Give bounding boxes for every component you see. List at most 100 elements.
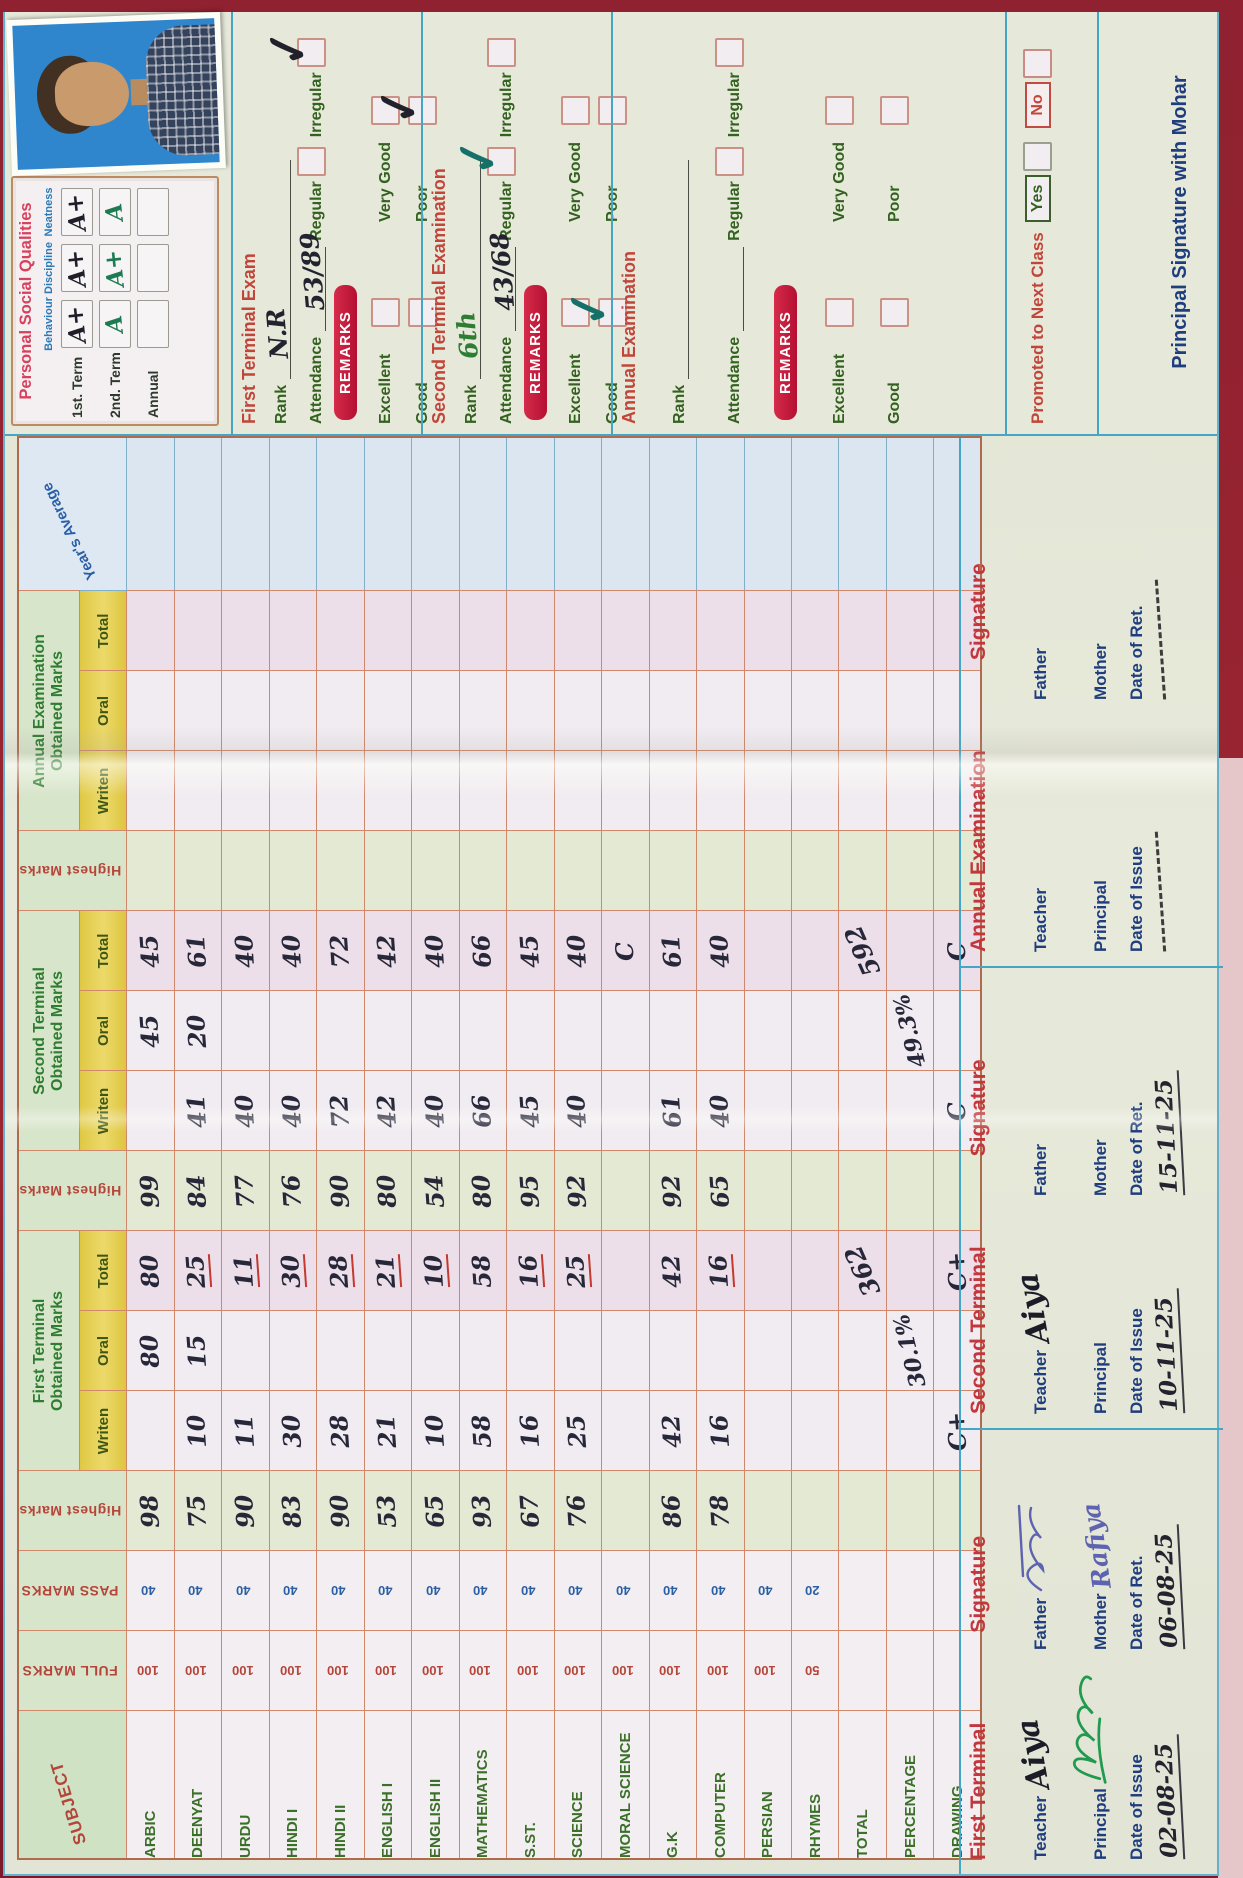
good-checkbox <box>880 298 909 327</box>
irregular-checkbox <box>487 38 516 68</box>
very-good-checkbox <box>371 96 400 125</box>
highest-marks-header-1: Highest Marks <box>18 1471 127 1551</box>
cell-at-8 <box>506 590 555 671</box>
cell-h3-1 <box>174 830 222 911</box>
cell-so-9 <box>554 990 602 1071</box>
cell-fw-1: 10 <box>174 1391 222 1471</box>
cell-sw-4: 72 <box>316 1070 365 1151</box>
date-of-ret-label: Date of Ret. <box>1127 605 1146 700</box>
date-of-issue-label: Date of Issue <box>1127 1754 1146 1860</box>
cell-h2-12: 65 <box>696 1150 744 1231</box>
cell-pm-9: 40 <box>554 1551 602 1631</box>
first-terminal-group-header: First Terminal Obtained Marks <box>18 1230 80 1471</box>
cell-fw-7: 58 <box>459 1391 507 1471</box>
marks-table-body: ARBIC 100 40 98 80 80 99 45 45 DEENYAT 100 40 75 10 15… <box>126 436 982 1859</box>
cell-sw-7: 66 <box>459 1070 507 1151</box>
cell-ft-14 <box>791 1230 839 1311</box>
table-row: PERSIAN 100 40 <box>744 436 792 1859</box>
cell-s-6: ENGLISH II <box>411 1711 460 1859</box>
student-photo <box>6 11 226 177</box>
cell-h2-9: 92 <box>554 1150 602 1231</box>
second-terminal-group-header: Second Terminal Obtained Marks <box>18 910 80 1151</box>
table-row: DEENYAT 100 40 75 10 15 25 84 41 20 61 <box>174 436 222 1859</box>
cell-fm-13: 100 <box>744 1631 792 1711</box>
cell-ft-11: 42 <box>649 1230 697 1311</box>
excellent-label: Excellent <box>566 353 584 424</box>
psq-row-label: Annual <box>145 370 161 418</box>
cell-ya-4 <box>316 436 365 591</box>
cell-aw-14 <box>791 750 839 831</box>
cell-fw-11: 42 <box>649 1391 697 1471</box>
table-row: HINDI II 100 40 90 28 28 90 72 72 <box>316 436 365 1859</box>
cell-st-6: 40 <box>411 910 460 991</box>
cell-fm-11: 100 <box>649 1631 697 1711</box>
regular-checkbox: ✓ <box>446 136 516 178</box>
cell-at-3 <box>269 590 317 671</box>
cell-ao-9 <box>554 670 602 751</box>
cell-so-14 <box>791 990 839 1071</box>
cell-ya-13 <box>744 436 792 591</box>
cell-sw-11: 61 <box>649 1070 697 1151</box>
cell-aw-6 <box>411 750 460 831</box>
attendance-value: 43/68 <box>484 231 521 312</box>
cell-h2-10 <box>601 1150 650 1231</box>
cell-s-1: DEENYAT <box>174 1711 222 1859</box>
cell-pm-5: 40 <box>364 1551 412 1631</box>
cell-ft-9: 25 <box>554 1230 602 1311</box>
cell-aw-8 <box>506 750 555 831</box>
cell-fo-6 <box>411 1311 460 1391</box>
no-label: No <box>1024 82 1051 128</box>
years-average-header: Year's Average <box>18 436 127 591</box>
cell-ya-6 <box>411 436 460 591</box>
cell-sw-13 <box>744 1070 792 1151</box>
cell-ao-1 <box>174 670 222 751</box>
highest-marks-header-2: Highest Marks <box>18 1150 127 1231</box>
date-of-ret-label: Date of Ret. <box>1127 1555 1146 1650</box>
teacher-signature: Aiya <box>1010 1270 1057 1347</box>
cell-sw-0 <box>126 1070 175 1151</box>
excellent-checkbox <box>825 298 854 327</box>
cell-ya-16 <box>886 436 934 591</box>
cell-pm-2: 40 <box>221 1551 270 1631</box>
cell-h1-5: 53 <box>364 1471 412 1551</box>
cell-h3-15 <box>838 830 887 911</box>
cell-fo-4 <box>316 1311 365 1391</box>
section-title: First Terminal Exam <box>239 253 259 424</box>
cell-st-11: 61 <box>649 910 697 991</box>
cell-h2-6: 54 <box>411 1150 460 1231</box>
cell-ft-12: 16 <box>696 1230 744 1311</box>
cell-h1-10 <box>601 1471 650 1551</box>
cell-aw-7 <box>459 750 507 831</box>
cell-st-0: 45 <box>126 910 175 991</box>
cell-at-5 <box>364 590 412 671</box>
cell-fw-5: 21 <box>364 1391 412 1471</box>
excellent-checkbox <box>561 298 590 327</box>
cell-ao-16 <box>886 670 934 751</box>
rank-value: 6th <box>451 310 484 361</box>
cell-h2-16 <box>886 1150 934 1231</box>
cell-h2-7: 80 <box>459 1150 507 1231</box>
psq-grade-box: A+ <box>99 244 131 292</box>
cell-so-6 <box>411 990 460 1071</box>
cell-h1-14 <box>791 1471 839 1551</box>
mother-label: Mother <box>1091 643 1110 700</box>
cell-sw-14 <box>791 1070 839 1151</box>
teacher-signature: Aiya <box>1010 1716 1057 1793</box>
psq-col-discipline: Discipline <box>43 242 55 294</box>
cell-so-7 <box>459 990 507 1071</box>
cell-ya-7 <box>459 436 507 591</box>
table-row: S.ST. 100 40 67 16 16 95 45 45 <box>506 436 555 1859</box>
cell-st-8: 45 <box>506 910 555 991</box>
psq-row-label: 2nd. Term <box>107 352 123 418</box>
cell-fw-10 <box>601 1391 650 1471</box>
cell-ft-4: 28 <box>316 1230 365 1311</box>
principal-label: Principal <box>1091 1342 1110 1414</box>
cell-s-0: ARBIC <box>126 1711 175 1859</box>
date-of-issue-value: 02-08-25 <box>1147 1734 1186 1861</box>
cell-fm-12: 100 <box>696 1631 744 1711</box>
cell-ao-14 <box>791 670 839 751</box>
block-title: First Terminal <box>967 1722 990 1860</box>
cell-fw-15 <box>838 1391 887 1471</box>
cell-so-3 <box>269 990 317 1071</box>
full-marks-header: FULL MARKS <box>18 1631 127 1711</box>
